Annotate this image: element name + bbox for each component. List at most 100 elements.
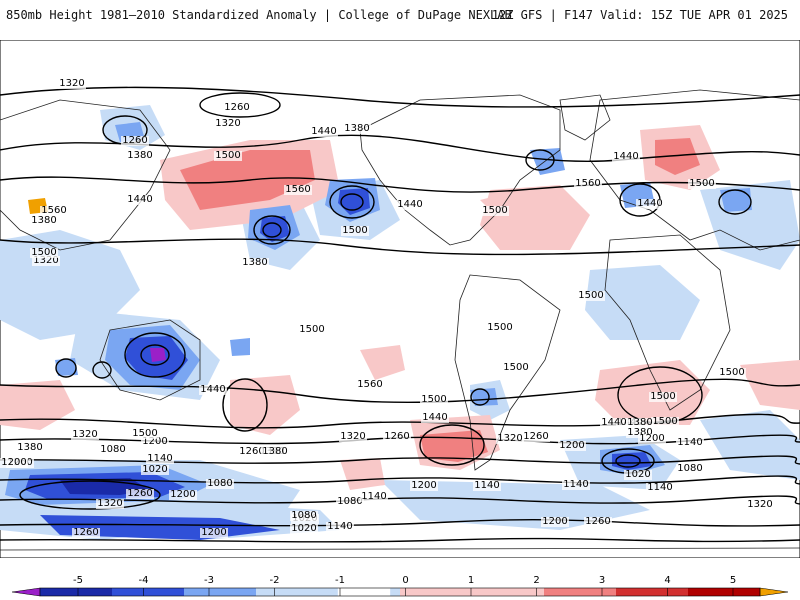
neg2-region (55, 358, 78, 376)
contour-label: 1380 (627, 427, 652, 438)
contour-label: 1020 (142, 464, 167, 475)
contour-label: 1500 (421, 394, 446, 405)
anomaly-legend: -5 -4 -3 -2 -1 0 1 2 3 4 5 (11, 575, 789, 597)
contour-label-bg (624, 470, 652, 480)
contour-label: 1440 (311, 126, 336, 137)
contour-label: 1200 (1, 457, 26, 468)
contour-label-bg (577, 291, 605, 301)
contour-label: 1500 (689, 178, 714, 189)
contour-label: 1320 (97, 498, 122, 509)
neg2-region (470, 388, 498, 406)
legend-zero-segment (337, 588, 391, 596)
contour-label: 1380 (627, 417, 652, 428)
contour-label: 1560 (285, 184, 310, 195)
contour-label: 1320 (72, 429, 97, 440)
contour-line (0, 537, 800, 543)
legend-tick-label: 1 (468, 575, 474, 586)
contour-label-bg (200, 528, 228, 538)
pos1-region (340, 458, 385, 490)
contour-label-bg (421, 413, 449, 423)
contour-label-bg (646, 483, 674, 493)
contour-label-bg (676, 438, 704, 448)
neg2-region (230, 338, 250, 356)
contour-label-bg (310, 127, 338, 137)
contour-label: 1080 (207, 478, 232, 489)
contour-label-bg (649, 392, 677, 402)
contour-label: 1200 (201, 527, 226, 538)
contour-label-bg (626, 428, 654, 438)
legend-tick-label: 3 (599, 575, 605, 586)
contour-label: 1500 (299, 324, 324, 335)
legend-tick-label: -2 (270, 575, 280, 586)
contour-closed (222, 378, 268, 432)
legend-arrow-max (759, 587, 789, 597)
contour-closed (329, 185, 375, 219)
contour-label-bg (522, 432, 550, 442)
legend-color-segment (616, 588, 688, 596)
contour-label-bg (290, 524, 318, 534)
legend-color-segment (40, 588, 112, 596)
contour-label: 1260 (73, 527, 98, 538)
contour-label-bg (32, 256, 60, 266)
contour-line (0, 86, 800, 108)
legend-tick-label: 0 (402, 575, 408, 586)
contour-label: 1500 (31, 247, 56, 258)
contour-label-bg (261, 447, 289, 457)
legend-tick-label: -1 (335, 575, 345, 586)
contour-line (0, 176, 800, 193)
contour-closed (55, 358, 77, 378)
contour-label-bg (30, 216, 58, 226)
contour-label-bg (223, 103, 251, 113)
pos1-region (360, 345, 405, 380)
contour-label-bg (141, 437, 169, 447)
contour-label: 1320 (497, 433, 522, 444)
legend-outline (39, 587, 761, 597)
contour-label-bg (241, 258, 269, 268)
contour-label-bg (502, 363, 530, 373)
contour-label-bg (336, 497, 364, 507)
contour-label: 1200 (542, 516, 567, 527)
contour-label: 1380 (17, 442, 42, 453)
contour-label-bg (343, 124, 371, 134)
legend-color-segment (400, 588, 472, 596)
coastline-australia (99, 319, 201, 401)
contour-label: 1020 (625, 469, 650, 480)
neg1-region (380, 480, 650, 530)
contour-line (0, 238, 800, 256)
contour-label-bg (473, 481, 501, 491)
contour-label-bg (420, 395, 448, 405)
contour-label-bg (30, 248, 58, 258)
contour-label: 1440 (637, 198, 662, 209)
contour-label-bg (558, 441, 586, 451)
contour-label: 1560 (41, 205, 66, 216)
contour-label: 1260 (585, 516, 610, 527)
legend-tick-label: -4 (139, 575, 149, 586)
model-run-info: 12Z GFS | F147 Valid: 15Z TUE APR 01 202… (491, 8, 788, 22)
map-title: 850mb Height 1981–2010 Standardized Anom… (6, 8, 512, 22)
height-contours (0, 86, 800, 543)
legend-tick-label: 2 (533, 575, 539, 586)
contour-label-bg (688, 179, 716, 189)
contour-label-bg (72, 528, 100, 538)
coastline-greenland (559, 94, 611, 141)
contour-label-bg (383, 432, 411, 442)
contour-label: 1260 (122, 135, 147, 146)
contour-label-bg (16, 443, 44, 453)
pos1-region (0, 380, 75, 430)
contour-label: 1500 (650, 391, 675, 402)
neg1-region (700, 410, 800, 480)
coastline-asia-west (0, 99, 171, 251)
legend-color-segment (688, 588, 760, 596)
contour-closed (19, 480, 161, 510)
map-header: 850mb Height 1981–2010 Standardized Anom… (0, 0, 800, 36)
contour-label: 1260 (523, 431, 548, 442)
contour-label-bg (0, 458, 28, 468)
contour-label-bg (612, 152, 640, 162)
contour-label: 1140 (563, 479, 588, 490)
contour-label: 1440 (397, 199, 422, 210)
contour-label-bg (131, 429, 159, 439)
contour-line (0, 495, 800, 505)
neg5-region (150, 348, 166, 362)
contour-label-bg (574, 179, 602, 189)
